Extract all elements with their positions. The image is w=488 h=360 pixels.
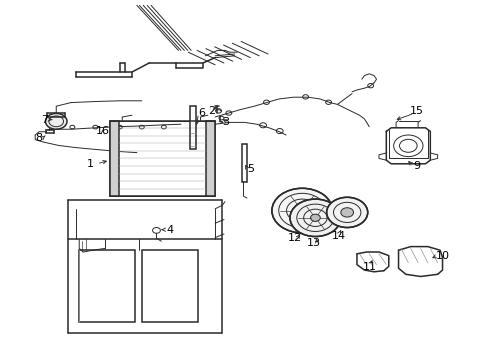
Bar (79, 250, 135, 322)
Text: 1: 1 (87, 159, 94, 169)
Bar (142, 250, 198, 322)
Text: 7: 7 (41, 114, 48, 125)
Circle shape (294, 205, 309, 216)
Bar (110, 121, 215, 196)
Text: 6: 6 (198, 108, 205, 118)
Text: 10: 10 (435, 251, 448, 261)
Text: 4: 4 (166, 225, 173, 235)
Text: 15: 15 (409, 106, 423, 116)
Text: 16: 16 (96, 126, 109, 136)
Circle shape (340, 208, 353, 217)
Text: 3: 3 (222, 117, 229, 127)
Bar (110, 121, 119, 196)
Circle shape (326, 197, 367, 228)
Text: 5: 5 (246, 164, 253, 174)
Text: 12: 12 (287, 233, 301, 243)
Bar (189, 106, 196, 149)
Circle shape (271, 188, 332, 233)
Bar (206, 121, 215, 196)
Circle shape (45, 113, 67, 129)
Circle shape (289, 199, 340, 237)
Text: 13: 13 (306, 238, 320, 248)
Circle shape (310, 214, 320, 221)
Text: 9: 9 (412, 161, 419, 171)
Text: 2: 2 (207, 106, 214, 116)
Text: 8: 8 (35, 132, 42, 143)
Text: 11: 11 (363, 262, 376, 272)
Bar (242, 144, 246, 182)
Text: 14: 14 (332, 231, 346, 241)
